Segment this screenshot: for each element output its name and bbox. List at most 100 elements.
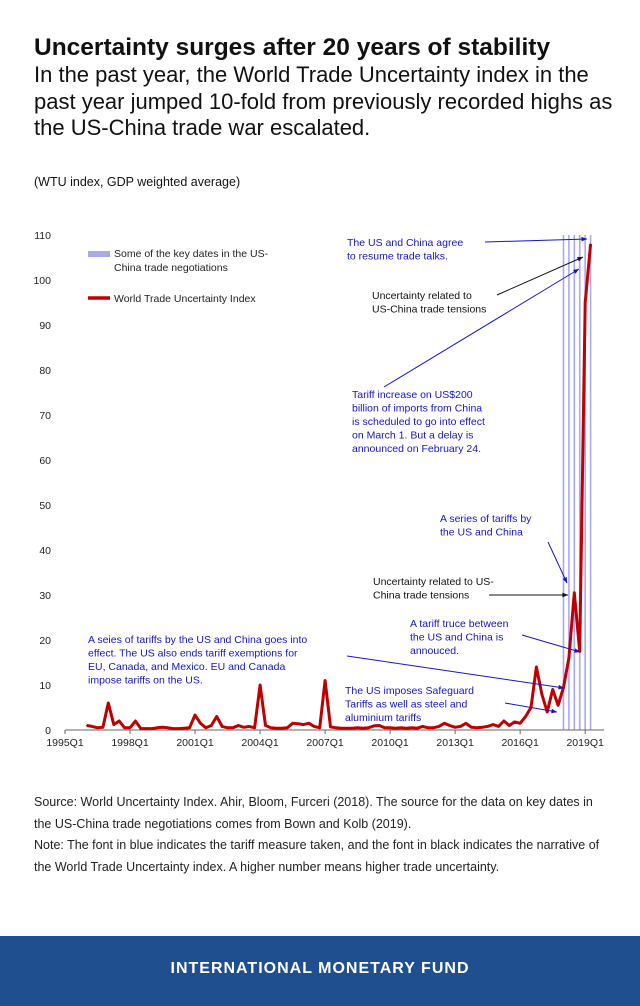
data-point	[226, 727, 229, 729]
y-tick-label: 70	[39, 410, 51, 422]
x-tick-label: 1995Q1	[46, 737, 84, 749]
data-point	[86, 724, 88, 727]
data-point	[541, 693, 543, 695]
data-point	[264, 724, 267, 727]
y-tick-label: 90	[39, 320, 51, 332]
data-point	[589, 243, 592, 245]
x-tick-label: 2001Q1	[176, 737, 214, 749]
unit-note: (WTU index, GDP weighted average)	[34, 175, 241, 189]
data-point	[237, 724, 239, 727]
annotation-line: aluminium tariffs	[345, 712, 421, 724]
data-point	[405, 727, 407, 729]
y-tick-label: 40	[39, 545, 51, 557]
data-point	[524, 715, 527, 718]
data-point	[324, 679, 326, 682]
data-point	[329, 726, 332, 728]
data-point	[465, 722, 467, 724]
data-point	[416, 727, 418, 729]
data-point	[189, 727, 191, 729]
data-point	[367, 727, 370, 729]
annotation-arrow	[496, 256, 584, 296]
annotation-line: A tariff truce between	[410, 618, 509, 630]
annotation-text: A seies of tariffs by the US and China g…	[88, 634, 307, 687]
data-point	[335, 727, 337, 729]
data-point	[243, 726, 245, 728]
annotation-arrowhead	[574, 648, 580, 653]
data-point	[205, 727, 207, 729]
annotation-line: The US imposes Safeguard	[345, 685, 474, 697]
annotation-line: announced on February 24.	[352, 443, 481, 455]
data-point	[362, 727, 364, 729]
annotation-line: A seies of tariffs by the US and China g…	[88, 634, 307, 646]
data-point	[232, 727, 234, 729]
data-point	[449, 724, 451, 727]
data-point	[151, 728, 153, 730]
data-point	[161, 726, 164, 728]
data-point	[178, 728, 180, 730]
data-point	[497, 725, 500, 727]
data-point	[313, 725, 315, 727]
x-tick-label: 1998Q1	[111, 737, 149, 749]
chart-annotations: The US and China agree to resume trade ta…	[88, 236, 588, 724]
x-tick-label: 2004Q1	[241, 737, 279, 749]
data-point	[172, 728, 174, 730]
annotation-line: Uncertainty related to US-	[373, 576, 494, 588]
annotation-line: Tariffs as well as steel and	[345, 699, 468, 711]
annotation-line: Uncertainty related to	[372, 290, 472, 302]
footer-bar: INTERNATIONAL MONETARY FUND	[0, 936, 640, 1006]
annotation-text: A tariff truce between the US and China i…	[410, 618, 509, 657]
data-point	[546, 711, 548, 713]
data-point	[443, 722, 445, 724]
data-point	[216, 715, 218, 718]
data-point	[259, 684, 261, 686]
data-point	[129, 727, 131, 729]
data-point	[113, 724, 115, 726]
wtu-series	[86, 243, 593, 731]
data-point	[183, 727, 185, 729]
annotation-arrowhead	[573, 269, 579, 274]
annotation-line: Tariff increase on US$200	[352, 389, 473, 401]
legend-label-key-dates: Some of the key dates in the US-	[114, 248, 269, 260]
legend-label-wtu: World Trade Uncertainty Index	[114, 293, 256, 305]
data-point	[297, 723, 299, 725]
note-text: Note: The font in blue indicates the tar…	[34, 838, 600, 874]
data-point	[308, 722, 310, 724]
data-point	[487, 725, 489, 727]
wtu-line-chart: 0 10 20 30 40 50 60 70 80 90 100 110 1995Q1 1998Q1 200…	[33, 230, 604, 749]
data-point	[124, 727, 126, 729]
data-point	[481, 726, 483, 728]
annotation-line: EU, Canada, and Mexico. EU and Canada	[88, 661, 285, 673]
data-point	[340, 727, 342, 729]
data-point	[102, 726, 104, 728]
data-point	[557, 704, 559, 706]
data-point	[140, 728, 142, 730]
chart-axes: 0 10 20 30 40 50 60 70 80 90 100 110 1995Q1 1998Q1 200…	[33, 230, 604, 749]
chart-legend: Some of the key dates in the US- China tr…	[88, 248, 269, 305]
data-point	[145, 728, 147, 730]
annotation-line: China trade tensions	[373, 590, 469, 602]
annotation-arrow	[504, 702, 558, 713]
y-tick-label: 60	[39, 455, 51, 467]
y-tick-label: 80	[39, 365, 51, 377]
y-tick-label: 110	[34, 230, 51, 242]
data-point	[378, 724, 380, 727]
x-tick-label: 2013Q1	[436, 737, 474, 749]
data-point	[411, 727, 413, 729]
annotation-text: The US imposes Safeguard Tariffs as well …	[345, 685, 474, 724]
data-point	[384, 727, 386, 729]
data-point	[573, 592, 575, 594]
annotation-arrowhead	[577, 257, 583, 262]
data-point	[270, 727, 272, 729]
annotation-text: Uncertainty related to US- China trade te…	[373, 576, 494, 602]
annotation-arrow	[484, 238, 588, 243]
data-point	[319, 727, 321, 729]
data-point	[492, 724, 494, 726]
y-tick-label: 20	[39, 635, 51, 647]
y-tick-label: 50	[39, 500, 51, 512]
data-point	[552, 688, 554, 691]
annotation-line: the US and China is	[410, 632, 503, 644]
data-point	[394, 727, 397, 729]
data-point	[351, 727, 353, 729]
annotation-line: to resume trade talks.	[347, 251, 448, 263]
y-tick-label: 30	[39, 590, 51, 602]
